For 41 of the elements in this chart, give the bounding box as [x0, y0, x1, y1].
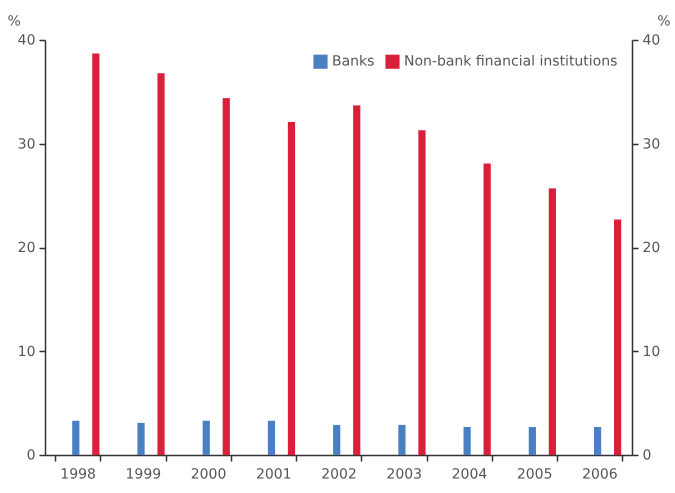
bar	[288, 122, 296, 455]
y2-tick-label: 40	[642, 32, 660, 48]
bar	[614, 219, 622, 455]
bar	[548, 188, 556, 455]
bar	[333, 424, 340, 455]
bar	[398, 424, 406, 455]
y2-axis-title: %	[657, 14, 670, 30]
bar	[484, 163, 491, 455]
bar	[418, 130, 426, 455]
bar	[594, 426, 602, 455]
bar	[528, 426, 536, 455]
bar	[353, 105, 360, 455]
y2-tick-label: 0	[642, 448, 652, 464]
x-tick-label: 2003	[386, 466, 422, 482]
bar	[464, 426, 471, 455]
bar	[92, 53, 100, 455]
x-tick-label: 2001	[256, 466, 292, 482]
x-tick-label: 2000	[190, 466, 226, 482]
bar	[202, 420, 210, 455]
bar	[157, 73, 165, 455]
x-tick-label: 2006	[582, 466, 618, 482]
bar	[222, 98, 230, 455]
y-tick-label: 20	[18, 240, 36, 256]
x-tick-label: 2005	[516, 466, 552, 482]
x-tick-label: 1999	[126, 466, 162, 482]
x-tick-label: 2002	[321, 466, 357, 482]
y2-tick-label: 10	[642, 344, 660, 360]
y-tick-label: 40	[18, 32, 36, 48]
x-tick-label: 2004	[452, 466, 488, 482]
y-axis-title: %	[8, 14, 21, 30]
y-tick-label: 10	[18, 344, 36, 360]
bar	[72, 420, 80, 455]
legend-label: Banks	[332, 54, 374, 70]
y-tick-label: 30	[18, 136, 36, 152]
bar	[268, 420, 276, 455]
x-tick-label: 1998	[60, 466, 96, 482]
y-tick-label: 0	[26, 448, 36, 464]
bar	[137, 422, 145, 455]
y2-tick-label: 30	[642, 136, 660, 152]
legend-label: Non-bank financial institutions	[404, 54, 618, 70]
y2-tick-label: 20	[642, 240, 660, 256]
